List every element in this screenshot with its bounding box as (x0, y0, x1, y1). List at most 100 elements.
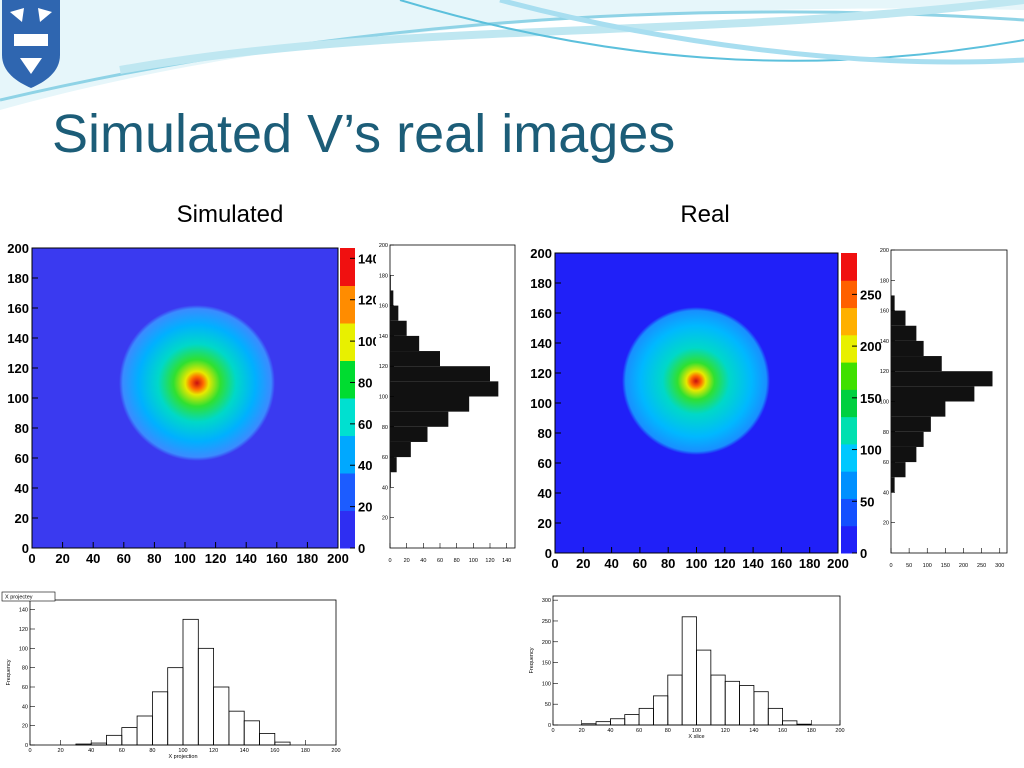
x-tick-label: 80 (149, 748, 155, 754)
colorbar-tick-label: 50 (860, 494, 874, 509)
x-tick-label: 160 (270, 748, 279, 754)
x-tick-label: 0 (28, 748, 31, 754)
x-tick-label: 100 (178, 748, 187, 754)
y-tick-label: 150 (542, 661, 551, 667)
x-tick-label: 140 (240, 748, 249, 754)
y-tick-label: 200 (379, 243, 388, 249)
side-bar (891, 310, 906, 326)
colorbar-tick-label: 20 (358, 500, 372, 515)
side-bar (390, 351, 440, 367)
colorbar-segment (340, 323, 355, 361)
x-tick-label: 200 (835, 728, 844, 734)
y-tick-label: 180 (880, 278, 889, 284)
y-tick-label: 20 (22, 724, 28, 730)
x-tick-label: 80 (665, 728, 671, 734)
x-tick-label: 100 (692, 728, 701, 734)
x-tick-label: 0 (551, 556, 558, 571)
side-bar (891, 356, 942, 372)
y-tick-label: 140 (880, 339, 889, 345)
colorbar-segment (841, 498, 857, 527)
x-tick-label: 0 (28, 551, 35, 566)
side-bar (390, 441, 411, 458)
side-bar (891, 446, 917, 463)
y-tick-label: 250 (542, 619, 551, 625)
panel-label: Simulated (177, 201, 284, 228)
y-tick-label: 100 (530, 396, 552, 411)
y-tick-label: 100 (379, 395, 388, 401)
x-tick-label: 160 (778, 728, 787, 734)
x-tick-label: 160 (771, 556, 793, 571)
side-bar (891, 295, 895, 311)
y-tick-label: 140 (530, 336, 552, 351)
x-tick-label: 200 (827, 556, 849, 571)
y-tick-label: 140 (7, 331, 29, 346)
side-bar (390, 472, 391, 488)
colorbar-segment (340, 285, 355, 324)
colorbar-tick-label: 150 (860, 391, 882, 406)
x-tick-label: 200 (327, 551, 349, 566)
side-bar (390, 396, 470, 412)
colorbar-segment (841, 362, 857, 390)
x-tick-label: 0 (551, 728, 554, 734)
side-bar (390, 381, 499, 397)
projection-title: X projectey (5, 595, 33, 601)
x-tick-label: 250 (977, 563, 986, 569)
y-tick-label: 40 (382, 485, 388, 491)
side-bar (891, 325, 917, 341)
y-tick-label: 20 (382, 516, 388, 522)
y-tick-label: 120 (379, 364, 388, 370)
y-tick-label: 120 (19, 627, 28, 633)
y-tick-label: 80 (382, 425, 388, 431)
y-tick-label: 40 (22, 704, 28, 710)
x-tick-label: 60 (117, 551, 131, 566)
logo (2, 0, 60, 88)
colorbar-tick-label: 80 (358, 375, 372, 390)
x-tick-label: 120 (714, 556, 736, 571)
colorbar-tick-label: 40 (358, 458, 372, 473)
colorbar-segment (340, 473, 355, 511)
x-tick-label: 60 (119, 748, 125, 754)
colorbar: 0 20 40 60 80 100 120 140 (340, 248, 380, 556)
colorbar-segment (340, 435, 355, 474)
x-tick-label: 40 (420, 558, 426, 564)
y-tick-label: 60 (883, 460, 889, 466)
colorbar-segment (841, 253, 857, 281)
colorbar-tick-label: 0 (860, 546, 867, 561)
x-tick-label: 0 (889, 563, 892, 569)
y-tick-label: 300 (542, 598, 551, 604)
side-bar (390, 275, 391, 291)
x-tick-label: 40 (607, 728, 613, 734)
x-tick-label: 160 (266, 551, 288, 566)
slide-title: Simulated V’s real images (52, 104, 675, 164)
x-tick-label: 140 (502, 558, 511, 564)
colorbar-segment (340, 398, 355, 436)
projection-bar (767, 707, 784, 726)
y-tick-label: 100 (19, 646, 28, 652)
x-tick-label: 150 (941, 563, 950, 569)
x-tick-label: 120 (485, 558, 494, 564)
y-axis-label: Frequency (6, 659, 12, 685)
x-tick-label: 140 (742, 556, 764, 571)
x-tick-label: 80 (147, 551, 161, 566)
y-tick-label: 60 (538, 456, 552, 471)
side-bar (390, 290, 394, 306)
colorbar: 0 50 100 150 200 250 (841, 253, 882, 561)
y-tick-label: 120 (530, 366, 552, 381)
side-bar (891, 416, 931, 432)
x-tick-label: 180 (297, 551, 319, 566)
side-bar (891, 340, 924, 357)
y-tick-label: 40 (15, 481, 29, 496)
colorbar-segment (841, 471, 857, 499)
x-tick-label: 20 (576, 556, 590, 571)
y-tick-label: 160 (379, 304, 388, 310)
y-tick-label: 100 (542, 681, 551, 687)
side-bar (891, 371, 993, 387)
y-tick-label: 200 (880, 248, 889, 254)
colorbar-tick-label: 60 (358, 417, 372, 432)
panel-label: Real (680, 201, 729, 228)
x-tick-label: 20 (55, 551, 69, 566)
y-tick-label: 140 (19, 608, 28, 614)
x-tick-label: 60 (633, 556, 647, 571)
colorbar-tick-label: 120 (358, 293, 380, 308)
y-tick-label: 200 (542, 640, 551, 646)
